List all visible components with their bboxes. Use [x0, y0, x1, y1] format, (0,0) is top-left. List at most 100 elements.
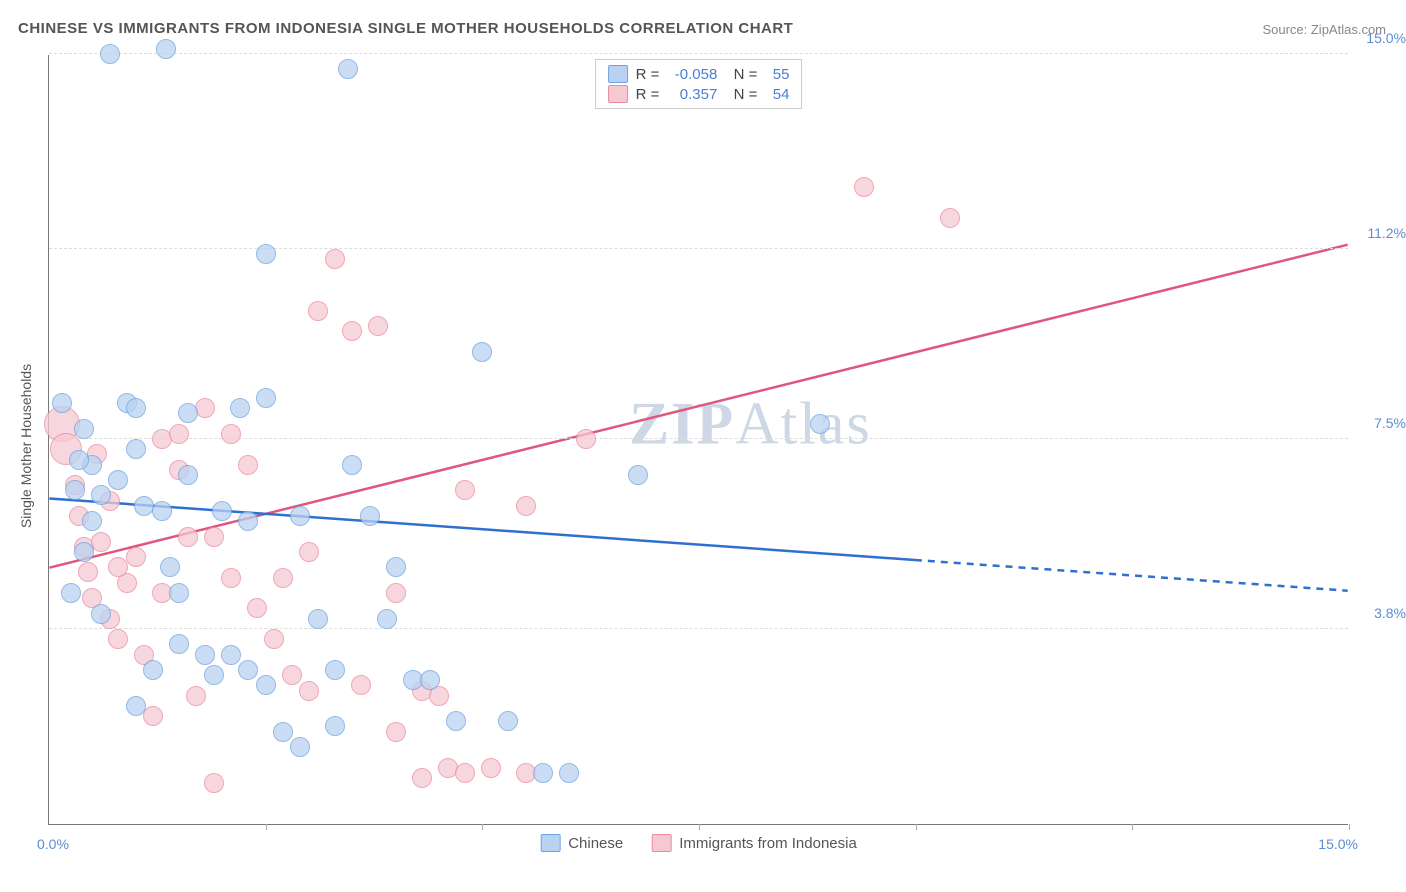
scatter-point-a: [65, 480, 85, 500]
scatter-point-b: [169, 424, 189, 444]
y-tick-label: 15.0%: [1356, 30, 1406, 46]
scatter-point-a: [169, 583, 189, 603]
scatter-point-b: [238, 455, 258, 475]
legend-swatch-b-bottom: [651, 834, 671, 852]
scatter-point-a: [91, 604, 111, 624]
scatter-point-b: [386, 722, 406, 742]
scatter-point-a: [178, 403, 198, 423]
scatter-point-a: [160, 557, 180, 577]
gridline-h: [49, 248, 1348, 249]
scatter-point-a: [69, 450, 89, 470]
scatter-point-b: [186, 686, 206, 706]
n-value-a: 55: [765, 66, 789, 83]
legend-label-a: Chinese: [568, 835, 623, 852]
scatter-point-b: [386, 583, 406, 603]
scatter-point-a: [342, 455, 362, 475]
scatter-point-a: [325, 660, 345, 680]
r-value-b: 0.357: [667, 86, 717, 103]
y-tick-label: 7.5%: [1356, 415, 1406, 431]
scatter-point-b: [455, 763, 475, 783]
scatter-point-a: [82, 511, 102, 531]
scatter-point-b: [143, 706, 163, 726]
scatter-point-a: [472, 342, 492, 362]
trend-lines: [49, 55, 1348, 824]
scatter-point-a: [256, 388, 276, 408]
scatter-point-b: [221, 424, 241, 444]
scatter-point-b: [299, 542, 319, 562]
stats-row-b: R = 0.357 N = 54: [608, 84, 790, 104]
scatter-point-b: [178, 527, 198, 547]
scatter-point-a: [152, 501, 172, 521]
scatter-point-a: [338, 59, 358, 79]
y-tick-label: 11.2%: [1356, 225, 1406, 241]
scatter-point-a: [195, 645, 215, 665]
scatter-point-a: [290, 737, 310, 757]
scatter-point-a: [559, 763, 579, 783]
scatter-point-b: [854, 177, 874, 197]
scatter-point-a: [498, 711, 518, 731]
scatter-point-a: [325, 716, 345, 736]
scatter-point-a: [256, 675, 276, 695]
x-tick: [699, 824, 700, 830]
scatter-point-a: [126, 439, 146, 459]
scatter-point-b: [412, 768, 432, 788]
scatter-point-a: [100, 44, 120, 64]
scatter-point-b: [368, 316, 388, 336]
scatter-point-a: [52, 393, 72, 413]
scatter-point-a: [290, 506, 310, 526]
x-tick: [1132, 824, 1133, 830]
scatter-point-a: [221, 645, 241, 665]
scatter-point-b: [940, 208, 960, 228]
y-tick-label: 3.8%: [1356, 605, 1406, 621]
x-tick: [266, 824, 267, 830]
stats-row-a: R = -0.058 N = 55: [608, 64, 790, 84]
legend-item-b: Immigrants from Indonesia: [651, 834, 857, 852]
scatter-point-b: [221, 568, 241, 588]
n-value-b: 54: [765, 86, 789, 103]
scatter-point-a: [143, 660, 163, 680]
stats-legend-box: R = -0.058 N = 55 R = 0.357 N = 54: [595, 59, 803, 109]
scatter-point-a: [628, 465, 648, 485]
legend-swatch-a: [608, 65, 628, 83]
scatter-point-b: [204, 527, 224, 547]
scatter-point-a: [420, 670, 440, 690]
scatter-point-a: [308, 609, 328, 629]
scatter-point-b: [516, 496, 536, 516]
scatter-point-a: [61, 583, 81, 603]
scatter-point-b: [576, 429, 596, 449]
gridline-h: [49, 628, 1348, 629]
scatter-point-b: [308, 301, 328, 321]
scatter-point-b: [78, 562, 98, 582]
scatter-point-b: [108, 557, 128, 577]
r-value-a: -0.058: [667, 66, 717, 83]
scatter-point-a: [256, 244, 276, 264]
legend-swatch-a-bottom: [540, 834, 560, 852]
scatter-point-a: [126, 398, 146, 418]
scatter-point-b: [455, 480, 475, 500]
scatter-point-b: [351, 675, 371, 695]
scatter-point-a: [74, 542, 94, 562]
gridline-h: [49, 53, 1348, 54]
legend-swatch-b: [608, 85, 628, 103]
scatter-point-b: [108, 629, 128, 649]
x-max-label: 15.0%: [1318, 836, 1358, 852]
scatter-point-a: [810, 414, 830, 434]
scatter-point-b: [282, 665, 302, 685]
scatter-point-a: [238, 660, 258, 680]
scatter-point-a: [156, 39, 176, 59]
scatter-point-b: [195, 398, 215, 418]
scatter-point-a: [273, 722, 293, 742]
scatter-point-a: [74, 419, 94, 439]
scatter-point-a: [212, 501, 232, 521]
scatter-point-a: [204, 665, 224, 685]
trend-line: [915, 560, 1348, 591]
scatter-point-a: [446, 711, 466, 731]
chart-title: CHINESE VS IMMIGRANTS FROM INDONESIA SIN…: [18, 20, 793, 37]
gridline-h: [49, 438, 1348, 439]
scatter-point-a: [230, 398, 250, 418]
scatter-point-a: [126, 696, 146, 716]
scatter-point-b: [273, 568, 293, 588]
scatter-point-b: [264, 629, 284, 649]
scatter-point-b: [204, 773, 224, 793]
legend-label-b: Immigrants from Indonesia: [679, 835, 857, 852]
